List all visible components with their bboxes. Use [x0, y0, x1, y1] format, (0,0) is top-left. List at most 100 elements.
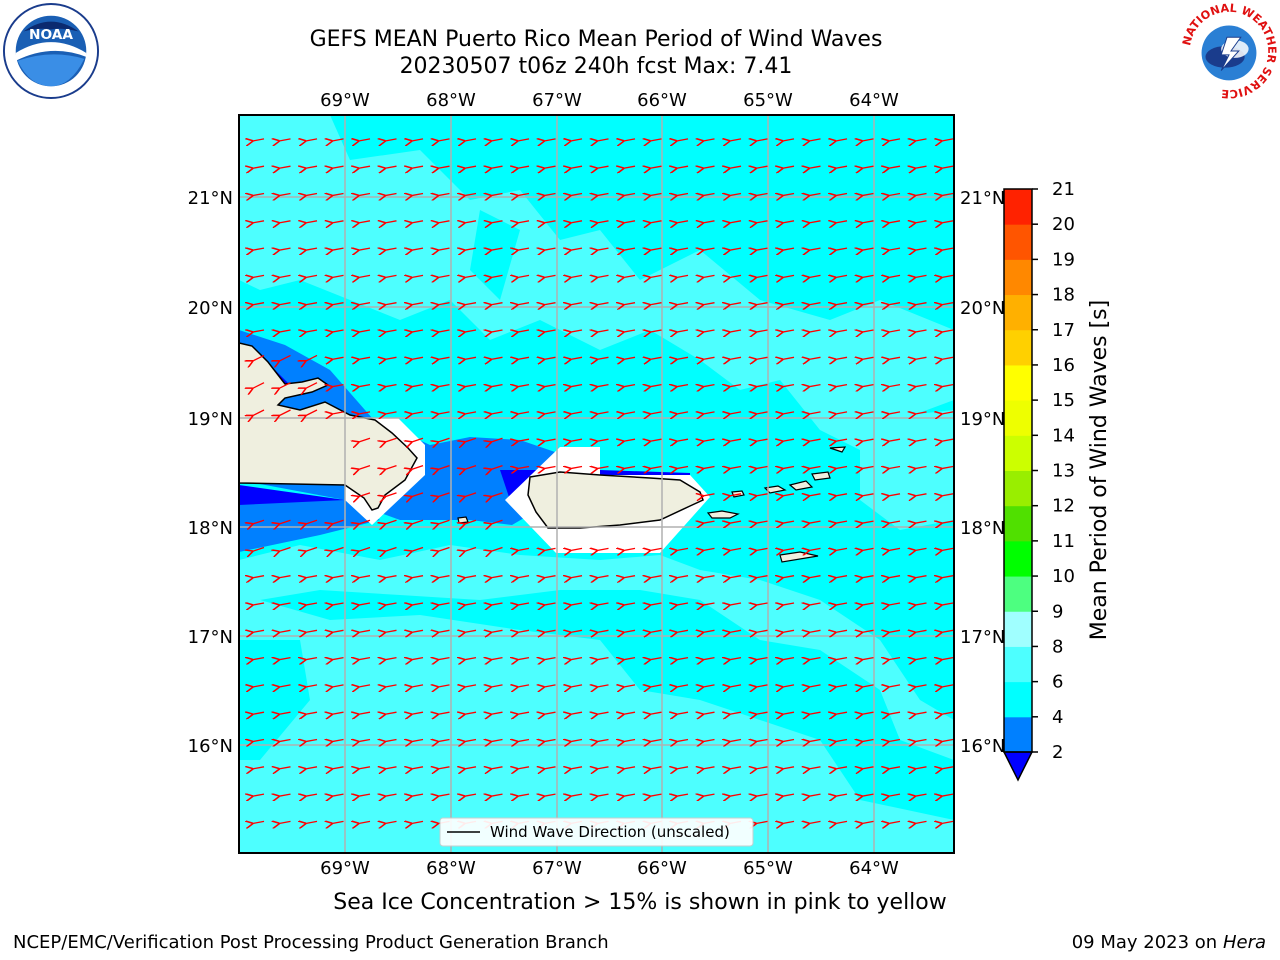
wind-wave-arrow [915, 767, 927, 769]
wind-wave-arrow [544, 412, 556, 414]
wind-wave-arrow [888, 821, 901, 823]
wind-wave-arrow [597, 603, 609, 605]
map-plot-area: Wind Wave Direction (unscaled) [239, 115, 954, 853]
wind-wave-arrow [809, 221, 821, 223]
wind-wave-arrow [782, 630, 795, 632]
wind-wave-arrow [862, 494, 874, 496]
wind-wave-arrow [332, 275, 344, 277]
legend-label: Wind Wave Direction (unscaled) [490, 823, 730, 841]
wind-wave-arrow [756, 821, 768, 823]
wind-wave-arrow [385, 357, 397, 359]
wind-wave-arrow [888, 658, 901, 660]
wind-wave-arrow [279, 546, 291, 552]
svg-text:66°W: 66°W [637, 858, 687, 879]
wind-wave-arrow [835, 630, 848, 632]
wind-wave-arrow [305, 658, 318, 660]
wind-wave-arrow [703, 712, 715, 714]
wind-wave-arrow [438, 794, 450, 796]
wind-wave-arrow [438, 519, 450, 524]
wind-wave-arrow [279, 382, 291, 389]
wind-wave-arrow [835, 658, 848, 660]
wind-wave-arrow [676, 630, 689, 632]
wind-wave-arrow [385, 519, 397, 524]
wind-wave-arrow [411, 412, 424, 414]
wind-wave-arrow [703, 630, 715, 632]
wind-wave-arrow [544, 821, 556, 823]
wind-wave-arrow [941, 685, 954, 687]
wind-wave-arrow [862, 303, 874, 305]
wind-wave-arrow [888, 712, 901, 714]
wind-wave-arrow [491, 630, 503, 632]
wind-wave-arrow [623, 194, 636, 196]
wind-wave-arrow [623, 576, 636, 578]
wind-wave-arrow [809, 630, 821, 632]
wind-wave-arrow [835, 467, 848, 469]
wind-wave-arrow [756, 603, 768, 605]
wind-wave-arrow [279, 194, 291, 196]
wind-wave-arrow [438, 685, 450, 687]
wind-wave-arrow [305, 712, 318, 714]
svg-text:64°W: 64°W [849, 858, 899, 879]
wind-wave-arrow [862, 467, 874, 469]
wind-wave-arrow [623, 685, 636, 687]
svg-text:69°W: 69°W [320, 858, 370, 879]
wind-wave-arrow [703, 685, 715, 687]
wind-wave-arrow [544, 248, 556, 250]
wind-wave-arrow [703, 412, 715, 414]
wind-wave-arrow [570, 357, 583, 359]
wind-wave-arrow [570, 194, 583, 196]
wind-wave-arrow [385, 464, 397, 470]
wind-wave-arrow [305, 630, 318, 632]
wind-wave-arrow [438, 821, 450, 823]
wind-wave-arrow [279, 519, 291, 524]
wind-wave-arrow [438, 275, 450, 277]
wind-wave-arrow [941, 439, 954, 441]
wind-wave-arrow [915, 303, 927, 305]
wind-wave-arrow [517, 385, 530, 387]
wind-wave-arrow [570, 794, 583, 796]
credit-date: 09 May 2023 on Hera [1072, 932, 1266, 953]
noaa-logo: NOAA [2, 2, 100, 100]
wind-wave-arrow [597, 658, 609, 660]
wind-wave-arrow [332, 630, 344, 632]
wind-wave-arrow [252, 382, 265, 389]
wind-wave-arrow [888, 521, 901, 523]
wave-period-6-8-regions [239, 115, 954, 853]
wind-wave-arrow [544, 630, 556, 632]
wind-wave-arrow [835, 521, 848, 523]
wind-wave-arrow [597, 412, 609, 414]
wind-wave-arrow [305, 740, 318, 742]
wind-wave-arrow [809, 794, 821, 796]
wind-wave-arrow [517, 712, 530, 714]
wind-wave-arrow [809, 494, 821, 496]
svg-text:69°W: 69°W [320, 90, 370, 111]
wind-wave-arrow [782, 712, 795, 714]
wind-wave-arrow [279, 248, 291, 250]
wind-wave-arrow [491, 767, 503, 769]
wind-wave-arrow [570, 576, 583, 578]
wind-wave-arrow [915, 221, 927, 223]
wind-wave-arrow [941, 330, 954, 332]
wind-wave-arrow [305, 576, 318, 578]
wind-wave-arrow [252, 194, 265, 196]
wind-wave-arrow [835, 603, 848, 605]
wind-wave-arrow [464, 519, 477, 524]
wind-wave-arrow [544, 439, 556, 441]
wind-wave-arrow [385, 412, 397, 414]
wind-wave-arrow [941, 357, 954, 359]
wind-wave-arrow [623, 658, 636, 660]
wind-wave-arrow [358, 385, 371, 387]
wind-wave-arrow [411, 576, 424, 578]
wind-wave-arrow [279, 767, 291, 769]
wind-wave-arrow [464, 658, 477, 660]
colorbar-tick-label: 21 [1052, 179, 1075, 200]
wind-wave-arrow [650, 385, 662, 387]
wind-wave-arrow [332, 712, 344, 714]
wind-wave-arrow [358, 194, 371, 196]
wind-wave-arrow [756, 794, 768, 796]
wind-wave-arrow [252, 354, 265, 361]
wind-wave-arrow [517, 767, 530, 769]
land-puerto-rico [527, 471, 704, 529]
wind-wave-arrow [756, 221, 768, 223]
wind-wave-arrow [411, 603, 424, 605]
